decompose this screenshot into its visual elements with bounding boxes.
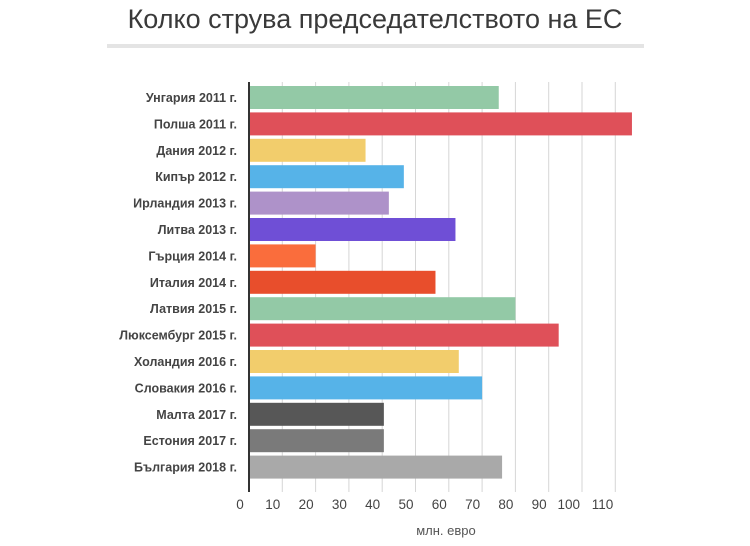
category-label: Естония 2017 г. [143,434,237,448]
category-label: Полша 2011 г. [154,117,237,131]
bar [250,323,559,347]
category-label: Кипър 2012 г. [155,170,237,184]
category-label: Ирландия 2013 г. [133,197,237,211]
bar [250,112,632,136]
bar [250,429,384,453]
x-tick-label: 70 [465,497,480,512]
x-tick-label: 0 [236,497,244,512]
x-tick-label: 20 [299,497,314,512]
category-label: Гърция 2014 г. [148,249,237,263]
category-label: Холандия 2016 г. [134,355,237,369]
x-tick-label: 30 [332,497,347,512]
bar [250,455,503,479]
category-label: Литва 2013 г. [158,223,237,237]
x-tick-label: 100 [557,497,580,512]
category-labels: Унгария 2011 г. Полша 2011 г. Дания 2012 г… [119,91,237,475]
x-tick-label: 80 [498,497,513,512]
bar [250,376,483,400]
category-label: Италия 2014 г. [150,276,237,290]
x-tick-label: 50 [398,497,413,512]
x-tick-label: 60 [432,497,447,512]
x-tick-label: 110 [592,497,614,512]
bar [250,218,456,241]
category-label: България 2018 г. [134,461,237,475]
bar [250,350,459,373]
bar [250,191,389,215]
category-label: Люксембург 2015 г. [119,329,237,343]
category-label: Унгария 2011 г. [146,91,237,105]
chart-title: Колко струва председателството на ЕС [127,4,623,34]
category-label: Малта 2017 г. [156,408,237,422]
bar [250,86,499,109]
title-underline [107,44,644,48]
bar [250,138,366,162]
category-label: Латвия 2015 г. [150,302,237,316]
x-tick-label: 10 [265,497,280,512]
category-label: Словакия 2016 г. [135,381,237,395]
bar [250,165,404,189]
bar [250,244,316,268]
bar [250,297,516,321]
bar [250,402,384,426]
x-tick-labels: 0 10 20 30 40 50 60 70 80 90 100 110 [236,497,613,512]
x-tick-label: 40 [365,497,380,512]
category-label: Дания 2012 г. [156,144,237,158]
bar [250,270,436,294]
x-axis-label: млн. евро [416,523,476,538]
bars [250,86,632,479]
x-tick-label: 90 [532,497,547,512]
